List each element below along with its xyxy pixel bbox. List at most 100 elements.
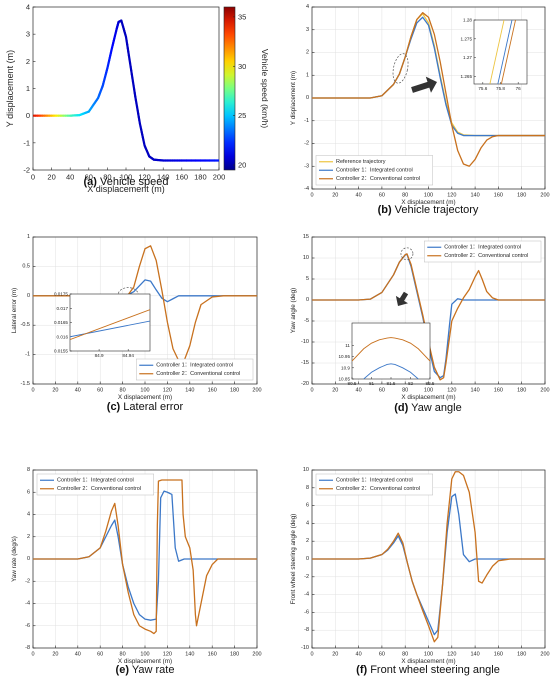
y-tick-label: -4 bbox=[304, 186, 309, 192]
x-tick-label: 200 bbox=[252, 388, 261, 394]
inset-series-line bbox=[363, 363, 419, 379]
y-tick-label: 5 bbox=[306, 276, 309, 282]
inset-y-tick-label: 0.0155 bbox=[54, 349, 68, 354]
series-group bbox=[33, 479, 257, 635]
inset-y-tick-label: 1.275 bbox=[461, 36, 473, 41]
y-tick-label: 0 bbox=[27, 556, 30, 562]
y-tick-label: 1 bbox=[26, 84, 30, 93]
x-tick-label: 180 bbox=[517, 193, 526, 199]
y-tick-label: -2 bbox=[23, 166, 30, 175]
x-tick-label: 60 bbox=[97, 388, 103, 394]
x-tick-label: 0 bbox=[31, 652, 34, 658]
legend-entry: Controller 1：Integrated control bbox=[156, 362, 233, 368]
colorbar-tick-label: 20 bbox=[238, 161, 246, 170]
inset-series bbox=[352, 337, 430, 379]
caption-title: Vehicle speed bbox=[97, 176, 169, 188]
x-tick-label: 20 bbox=[332, 388, 338, 394]
x-tick-label: 20 bbox=[47, 173, 55, 182]
series-line bbox=[312, 493, 545, 636]
inset-frame bbox=[351, 322, 431, 380]
x-tick-label: 180 bbox=[517, 388, 526, 394]
y-tick-label: -4 bbox=[304, 592, 309, 598]
y-tick-label: 6 bbox=[306, 503, 309, 509]
y-tick-label: -6 bbox=[304, 609, 309, 615]
x-tick-label: 180 bbox=[230, 388, 239, 394]
x-axis-label: X displacement (m) bbox=[401, 658, 455, 665]
y-tick-label: 6 bbox=[27, 489, 30, 495]
inset-x-tick-label: 75.8 bbox=[496, 86, 505, 91]
series-line bbox=[33, 479, 257, 635]
x-tick-label: 200 bbox=[540, 388, 549, 394]
caption-title: Lateral error bbox=[120, 401, 183, 413]
colorbar-tick-label: 25 bbox=[238, 111, 246, 120]
inset-x-tick-label: 76 bbox=[516, 86, 522, 91]
inset-series bbox=[489, 20, 516, 84]
inset-x-tick-label: 82 bbox=[408, 381, 414, 386]
x-tick-label: 100 bbox=[424, 193, 433, 199]
series-line bbox=[312, 12, 545, 167]
x-tick-label: 0 bbox=[310, 193, 313, 199]
y-axis-label: Front wheel steering angle (deg) bbox=[290, 514, 297, 605]
caption-letter: (c) bbox=[107, 401, 121, 413]
zoom-arrow bbox=[411, 76, 437, 93]
y-tick-label: 1 bbox=[306, 72, 309, 78]
x-tick-label: 160 bbox=[208, 388, 217, 394]
x-tick-label: 0 bbox=[310, 388, 313, 394]
y-tick-label: 3 bbox=[306, 27, 309, 33]
x-tick-label: 180 bbox=[230, 652, 239, 658]
caption-text: (d) Yaw angle bbox=[394, 402, 461, 414]
caption-text: (c) Lateral error bbox=[107, 401, 184, 413]
x-tick-label: 120 bbox=[447, 193, 456, 199]
y-tick-label: -15 bbox=[301, 360, 309, 366]
caption-title: Yaw angle bbox=[408, 402, 461, 414]
inset-x-tick-label: 75.6 bbox=[478, 86, 487, 91]
x-tick-label: 160 bbox=[208, 652, 217, 658]
y-tick-label: -8 bbox=[304, 627, 309, 633]
inset-y-tick-label: 1.28 bbox=[463, 18, 472, 23]
series-group bbox=[312, 12, 545, 167]
inset-series-line bbox=[70, 309, 150, 341]
x-tick-label: 160 bbox=[176, 173, 189, 182]
legend-entry: Controller 1：Integrated control bbox=[57, 477, 134, 483]
inset-y-tick-label: 0.0165 bbox=[54, 320, 68, 325]
x-tick-label: 40 bbox=[356, 652, 362, 658]
legend: Controller 1：Integrated control Controlle… bbox=[136, 358, 254, 381]
legend-box bbox=[315, 473, 433, 496]
inset-y-tick-label: 0.016 bbox=[57, 334, 69, 339]
x-tick-label: 120 bbox=[163, 388, 172, 394]
inset-y-tick-label: 1.265 bbox=[461, 74, 473, 79]
y-tick-label: 0 bbox=[306, 556, 309, 562]
legend-box bbox=[315, 155, 433, 186]
x-tick-label: 80 bbox=[120, 388, 126, 394]
x-tick-label: 80 bbox=[402, 388, 408, 394]
inset-zoom: 80.5 81 81.5 82 82.5 10.85 10.9 10.95 11 bbox=[339, 322, 435, 386]
x-tick-label: 160 bbox=[494, 652, 503, 658]
panel-caption: (a) Vehicle speed bbox=[83, 176, 168, 188]
zoom-ellipse bbox=[400, 247, 414, 261]
y-tick-label: 8 bbox=[306, 485, 309, 491]
y-tick-label: 0 bbox=[26, 111, 30, 120]
series-line bbox=[33, 490, 257, 621]
x-tick-label: 40 bbox=[356, 388, 362, 394]
y-tick-label: 4 bbox=[306, 520, 309, 526]
series-line bbox=[312, 471, 545, 643]
y-tick-label: 4 bbox=[26, 3, 30, 12]
inset-y-tick-label: 10.85 bbox=[339, 377, 351, 382]
inset-y-tick-label: 0.017 bbox=[57, 306, 69, 311]
y-tick-label: -2 bbox=[304, 141, 309, 147]
x-tick-label: 140 bbox=[185, 388, 194, 394]
y-tick-label: 0 bbox=[27, 293, 30, 299]
x-tick-label: 20 bbox=[332, 652, 338, 658]
legend-entry: Controller 1：Integrated control bbox=[444, 244, 521, 250]
inset-zoom: 75.6 75.8 76 1.265 1.27 1.275 1.28 bbox=[461, 18, 528, 91]
x-tick-label: 120 bbox=[138, 173, 151, 182]
x-tick-label: 40 bbox=[75, 388, 81, 394]
inset-x-tick-label: 84.94 bbox=[122, 353, 134, 358]
x-tick-label: 40 bbox=[66, 173, 74, 182]
x-axis-label: X displacement (m) bbox=[118, 394, 172, 401]
caption-letter: (f) bbox=[356, 664, 367, 676]
legend-entry: Controller 2：Conventional control bbox=[156, 371, 240, 377]
caption-text: (f) Front wheel steering angle bbox=[356, 664, 500, 676]
panel-f: 0 20 40 60 80 100 120 140 160 180 200 -10 -8 -6 -4 -2 0 2… bbox=[290, 467, 550, 676]
y-tick-label: -6 bbox=[25, 623, 30, 629]
